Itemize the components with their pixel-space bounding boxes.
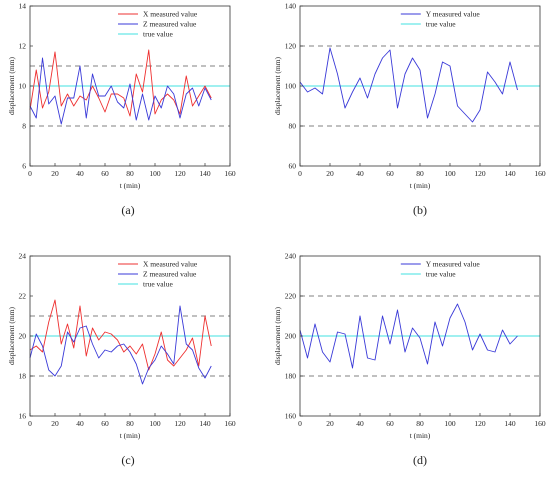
y-axis-label: displacement (mm)	[7, 56, 16, 115]
legend-label: Y measured value	[426, 260, 481, 269]
x-tick-label: 100	[444, 419, 456, 428]
x-tick-label: 160	[534, 169, 546, 178]
x-tick-label: 160	[224, 419, 236, 428]
y-axis-label: displacement (mm)	[7, 306, 16, 365]
y-tick-label: 160	[285, 412, 297, 421]
y-tick-label: 10	[19, 82, 27, 91]
legend-label: Z measured value	[143, 270, 197, 279]
x-tick-label: 0	[298, 169, 302, 178]
x-axis-label: t (min)	[410, 181, 431, 190]
panel-c: 0 20 40 60 80 100 120 140 160 16 18 20 22 24 t (min) di…	[7, 252, 236, 468]
y-tick-label: 100	[285, 82, 297, 91]
series-line-z	[29, 57, 212, 125]
y-tick-label: 12	[19, 42, 27, 51]
x-tick-label: 100	[149, 419, 161, 428]
x-tick-label: 80	[416, 419, 424, 428]
x-tick-label: 80	[416, 169, 424, 178]
x-tick-label: 100	[149, 169, 161, 178]
x-tick-label: 160	[224, 169, 236, 178]
y-tick-label: 16	[19, 412, 27, 421]
y-tick-label: 60	[289, 162, 297, 171]
y-tick-label: 80	[289, 122, 297, 131]
panel-caption: (b)	[413, 203, 427, 217]
panel-d: 0 20 40 60 80 100 120 140 160 160 180 200 220 240 t (m…	[273, 252, 546, 468]
x-tick-label: 120	[174, 419, 186, 428]
y-tick-label: 180	[285, 372, 297, 381]
legend-label: Y measured value	[426, 10, 481, 19]
x-tick-label: 40	[356, 169, 364, 178]
x-tick-label: 60	[386, 169, 394, 178]
x-tick-label: 20	[51, 419, 59, 428]
x-axis-label: t (min)	[410, 431, 431, 440]
x-tick-label: 100	[444, 169, 456, 178]
x-tick-label: 60	[386, 419, 394, 428]
x-tick-label: 120	[474, 419, 486, 428]
y-tick-label: 14	[19, 2, 27, 11]
legend-label: true value	[426, 20, 456, 29]
y-tick-label: 200	[285, 332, 297, 341]
x-tick-label: 40	[76, 419, 84, 428]
panel-b: 0 20 40 60 80 100 120 140 160 60 80 100 120 140 t (min…	[273, 2, 546, 218]
legend-label: X measured value	[143, 260, 198, 269]
panel-caption: (a)	[121, 203, 134, 217]
x-tick-label: 140	[199, 169, 211, 178]
legend-label: X measured value	[143, 10, 198, 19]
y-tick-label: 8	[22, 122, 26, 131]
x-tick-label: 120	[174, 169, 186, 178]
x-tick-label: 20	[326, 169, 334, 178]
x-tick-label: 140	[504, 419, 516, 428]
y-tick-label: 120	[285, 42, 297, 51]
y-tick-label: 18	[19, 372, 27, 381]
y-tick-label: 220	[285, 292, 297, 301]
legend-label: Z measured value	[143, 20, 197, 29]
x-tick-label: 40	[356, 419, 364, 428]
y-tick-label: 6	[22, 162, 26, 171]
x-tick-label: 20	[51, 169, 59, 178]
panel-caption: (d)	[413, 453, 427, 467]
x-tick-label: 60	[101, 419, 109, 428]
x-tick-label: 120	[474, 169, 486, 178]
y-tick-label: 24	[19, 252, 27, 261]
x-tick-label: 40	[76, 169, 84, 178]
panel-a: 0 20 40 60 80 100 120 140 160 6 8 10 12 14 t (min) disp…	[7, 2, 236, 218]
x-tick-label: 0	[28, 419, 32, 428]
x-tick-label: 0	[28, 169, 32, 178]
y-axis-label: displacement (mm)	[273, 56, 282, 115]
legend-label: true value	[143, 280, 173, 289]
x-tick-label: 80	[126, 419, 134, 428]
series-line-x	[29, 49, 212, 117]
x-tick-label: 0	[298, 419, 302, 428]
legend-label: true value	[426, 270, 456, 279]
x-tick-label: 80	[126, 169, 134, 178]
x-tick-label: 140	[199, 419, 211, 428]
series-line-y	[299, 303, 518, 369]
x-tick-label: 140	[504, 169, 516, 178]
panel-caption: (c)	[121, 453, 134, 467]
x-axis-label: t (min)	[120, 431, 141, 440]
series-line-z	[29, 305, 212, 385]
legend-label: true value	[143, 30, 173, 39]
x-tick-label: 60	[101, 169, 109, 178]
y-tick-label: 140	[285, 2, 297, 11]
series-line-y	[299, 47, 518, 123]
y-axis-label: displacement (mm)	[273, 306, 282, 365]
y-tick-label: 20	[19, 332, 27, 341]
x-axis-label: t (min)	[120, 181, 141, 190]
series-line-x	[29, 299, 212, 371]
y-tick-label: 22	[19, 292, 27, 301]
y-tick-label: 240	[285, 252, 297, 261]
x-tick-label: 160	[534, 419, 546, 428]
x-tick-label: 20	[326, 419, 334, 428]
